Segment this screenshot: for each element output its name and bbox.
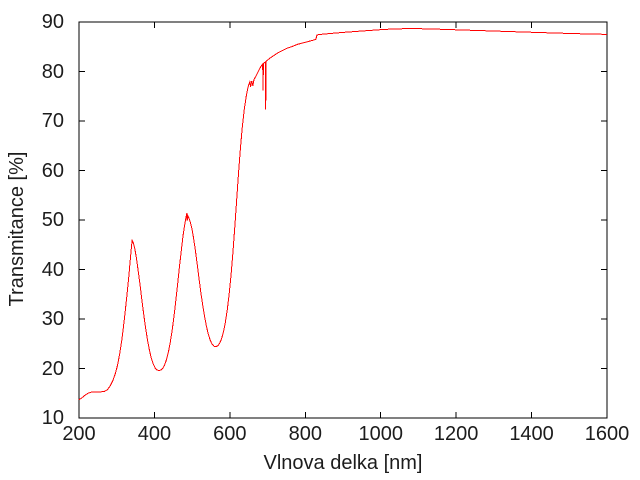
x-tick-label: 600 bbox=[213, 423, 247, 445]
x-tick-label: 200 bbox=[62, 423, 96, 445]
x-tick-label: 1600 bbox=[584, 423, 630, 445]
y-tick-label: 40 bbox=[41, 258, 64, 281]
y-tick-label: 50 bbox=[41, 209, 64, 231]
y-tick-label: 30 bbox=[41, 308, 64, 330]
y-tick-label: 60 bbox=[41, 159, 64, 182]
y-tick-label: 70 bbox=[41, 110, 64, 132]
transmittance-curve bbox=[78, 28, 608, 401]
x-tick-label: 400 bbox=[137, 423, 172, 445]
x-tick-label: 1000 bbox=[358, 423, 403, 445]
x-tick-label: 1400 bbox=[509, 423, 554, 445]
plot-border bbox=[78, 21, 608, 419]
y-tick-label: 20 bbox=[41, 357, 64, 380]
x-tick-label: 1200 bbox=[433, 423, 479, 445]
y-tick-label: 80 bbox=[41, 60, 64, 83]
x-axis-title: Vlnova delka [nm] bbox=[263, 452, 423, 474]
x-tick-label: 800 bbox=[288, 423, 322, 445]
y-tick-label: 10 bbox=[41, 407, 64, 429]
y-tick-label: 90 bbox=[41, 11, 64, 33]
